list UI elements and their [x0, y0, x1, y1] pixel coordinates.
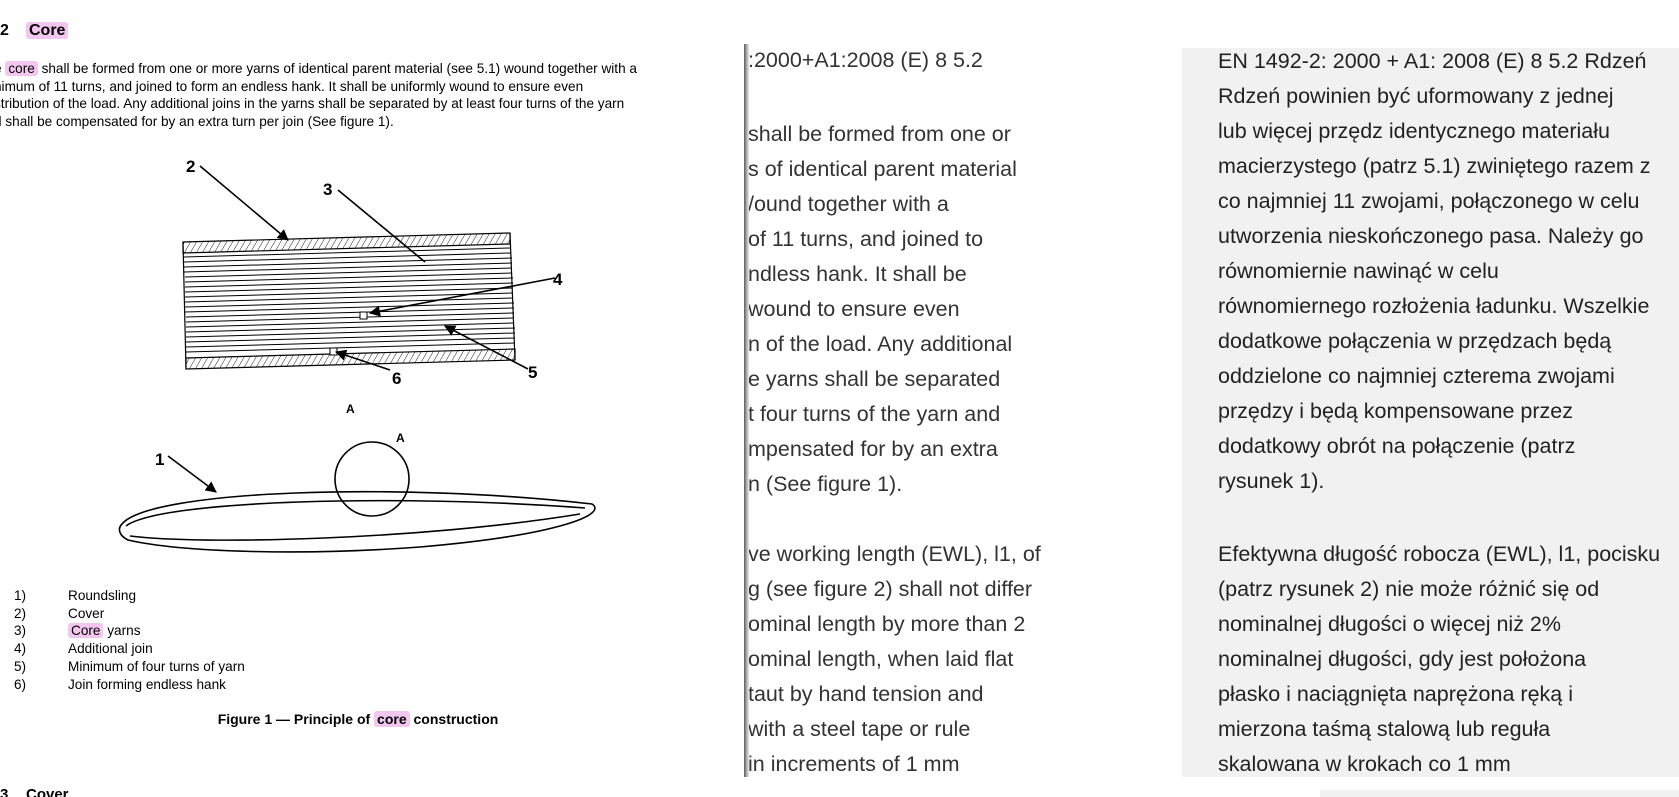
translation-line: nominalnej długości o więcej niż 2% — [1218, 612, 1561, 636]
reflow-line: ominal length by more than 2 — [748, 612, 1026, 636]
translation-line: mierzona taśmą stalową lub reguła — [1218, 717, 1551, 741]
reflow-line: taut by hand tension and — [748, 682, 984, 706]
legend-item: 6) Join forming endless hank — [14, 676, 245, 694]
reflow-line: in increments of 1 mm — [748, 752, 960, 776]
legend-text: yarns — [103, 623, 141, 639]
legend-item: 4) Additional join — [14, 640, 245, 658]
paragraph-text: e — [0, 61, 5, 76]
legend-text: Cover — [68, 605, 105, 621]
reflow-line: /ound together with a — [748, 192, 949, 216]
translation-line: równomiernie nawinąć w celu — [1218, 259, 1499, 283]
reflow-line: wound to ensure even — [748, 297, 960, 321]
legend-text: Additional join — [68, 641, 153, 657]
translation-line: lub więcej przędz identycznego materiału — [1218, 119, 1610, 143]
reflow-line: t four turns of the yarn and — [748, 402, 1001, 426]
legend-number: 1) — [14, 588, 27, 603]
legend-number: 2) — [14, 605, 27, 621]
legend-item: 2) Cover — [14, 605, 245, 623]
legend-number: 3) — [14, 623, 27, 639]
translation-line: Efektywna długość robocza (EWL), l1, poc… — [1218, 542, 1661, 566]
section-heading-cover: 3 Cover — [0, 786, 69, 797]
translation-line: (patrz rysunek 2) nie może różnić się od — [1218, 577, 1600, 601]
section-heading-core: 2 Core — [0, 22, 69, 40]
translation-line: przędzy i będą kompensowane przez — [1218, 399, 1573, 423]
section-title: Cover — [26, 786, 69, 797]
pane-divider[interactable] — [744, 44, 749, 777]
reflow-line: n of the load. Any additional — [748, 332, 1013, 356]
section-title-highlight: Core — [26, 22, 69, 39]
translation-line: dodatkowe połączenia w przędzach będą — [1218, 329, 1612, 353]
search-highlight: core — [5, 61, 38, 76]
yarn-block — [182, 232, 516, 370]
callout-3: 3 — [323, 180, 332, 199]
callout-2: 2 — [186, 157, 195, 176]
reflow-line: ominal length, when laid flat — [748, 647, 1014, 671]
legend-number: 5) — [14, 658, 27, 674]
translation-line: płasko i naciągnięta naprężona ręką i — [1218, 682, 1573, 706]
caption-text: construction — [409, 711, 499, 727]
paragraph-line: e core shall be formed from one or more … — [0, 60, 734, 78]
translation-line: oddzielone co najmniej czterema zwojami — [1218, 364, 1615, 388]
paragraph-line: d shall be compensated for by an extra t… — [0, 113, 394, 129]
reflow-line: of 11 turns, and joined to — [748, 227, 984, 251]
translation-line: skalowana w krokach co 1 mm — [1218, 752, 1511, 776]
reflow-line: mpensated for by an extra — [748, 437, 998, 461]
bottom-strip — [1320, 790, 1679, 797]
translation-line: utworzenia nieskończonego pasa. Należy g… — [1218, 224, 1644, 248]
legend-number: 6) — [14, 676, 27, 692]
detail-label-a: A — [346, 402, 355, 416]
roundsling-ring — [118, 441, 596, 553]
reflow-line: shall be formed from one or — [748, 122, 1011, 146]
reflow-line: with a steel tape or rule — [748, 717, 971, 741]
figure-legend: 1) Roundsling 2) Cover 3) Core yarns 4) Addi… — [14, 587, 245, 693]
core-construction-figure: 2 3 4 5 6 1 A A — [118, 157, 596, 553]
reflow-line: e yarns shall be separated — [748, 367, 1001, 391]
translation-line: równomiernego rozłożenia ładunku. Wszelk… — [1218, 294, 1650, 318]
paragraph-line: stribution of the load. Any additional j… — [0, 96, 625, 111]
callout-5: 5 — [528, 363, 537, 382]
translation-pane: EN 1492-2: 2000 + A1: 2008 (E) 8 5.2 Rdz… — [1182, 48, 1679, 777]
section-number: 3 — [0, 786, 9, 797]
reflow-text-pane: :2000+A1:2008 (E) 8 5.2 shall be formed … — [745, 0, 1182, 797]
legend-item: 1) Roundsling — [14, 587, 245, 605]
section-number: 2 — [0, 22, 9, 39]
core-paragraph: e core shall be formed from one or more … — [0, 60, 734, 130]
reflow-line: n (See figure 1). — [748, 472, 903, 496]
callout-1: 1 — [155, 450, 164, 469]
translation-line: macierzystego (patrz 5.1) zwiniętego raz… — [1218, 154, 1651, 178]
callout-4: 4 — [553, 270, 563, 289]
reflow-line: ndless hank. It shall be — [748, 262, 967, 286]
search-highlight: Core — [68, 623, 104, 639]
pdf-page-pane: 2 Core e core shall be formed from one or… — [0, 0, 745, 797]
translation-line: co najmniej 11 zwojami, połączonego w ce… — [1218, 189, 1640, 213]
paragraph-line: nimum of 11 turns, and joined to form an… — [0, 78, 584, 94]
search-highlight: core — [374, 711, 410, 727]
reflow-line: s of identical parent material — [748, 157, 1017, 181]
legend-item: 3) Core yarns — [14, 622, 245, 640]
detail-label-a-circle: A — [396, 431, 405, 445]
translation-line: EN 1492-2: 2000 + A1: 2008 (E) 8 5.2 Rdz… — [1218, 49, 1647, 73]
reflow-line: :2000+A1:2008 (E) 8 5.2 — [748, 48, 983, 72]
figure-caption: Figure 1 — Principle of core constructio… — [0, 711, 716, 727]
legend-text: Roundsling — [68, 588, 137, 603]
legend-item: 5) Minimum of four turns of yarn — [14, 658, 245, 676]
legend-text: Minimum of four turns of yarn — [68, 658, 245, 674]
translation-line: rysunek 1). — [1218, 469, 1325, 493]
paragraph-text: shall be formed from one or more yarns o… — [37, 61, 637, 76]
translation-line: nominalnej długości, gdy jest położona — [1218, 647, 1587, 671]
translation-line: dodatkowy obrót na połączenie (patrz — [1218, 434, 1576, 458]
callout-6: 6 — [392, 369, 401, 388]
legend-text: Join forming endless hank — [68, 676, 226, 692]
legend-number: 4) — [14, 641, 27, 657]
reflow-line: g (see figure 2) shall not differ — [748, 577, 1033, 601]
caption-text: Figure 1 — Principle of — [217, 711, 375, 727]
translation-line: Rdzeń powinien być uformowany z jednej — [1218, 84, 1614, 108]
reflow-line: ve working length (EWL), l1, of — [748, 542, 1041, 566]
